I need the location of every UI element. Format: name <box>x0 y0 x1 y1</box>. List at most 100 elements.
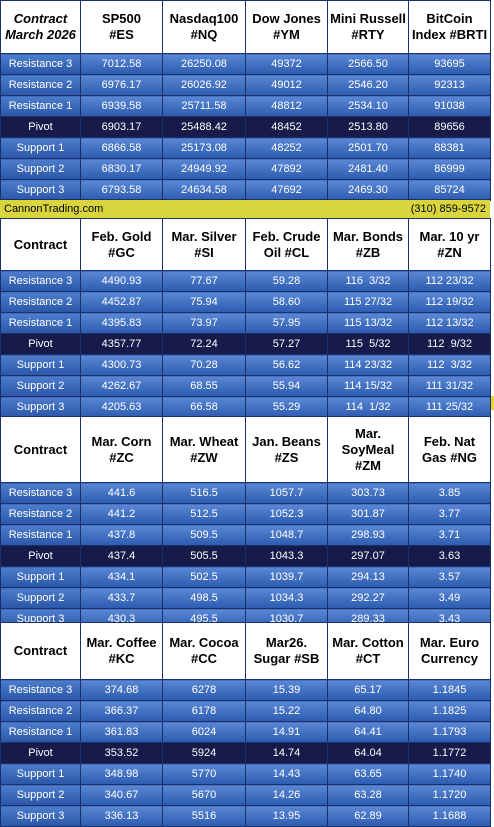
column-header: Feb. Crude Oil #CL <box>245 218 328 271</box>
value-cell: 6903.17 <box>80 116 163 138</box>
resistance-row: Resistance 2 366.37 6178 15.22 64.80 1.1825 <box>0 700 491 722</box>
value-cell: 6278 <box>162 679 246 701</box>
banner-site: CannonTrading.com <box>4 203 104 215</box>
value-cell: 91038 <box>408 95 491 117</box>
value-cell: 14.26 <box>245 784 328 806</box>
value-cell: 25488.42 <box>162 116 246 138</box>
value-cell: 63.28 <box>327 784 409 806</box>
value-cell: 441.6 <box>80 482 163 504</box>
row-label: Support 2 <box>0 784 81 806</box>
column-header: Mar. Euro Currency <box>408 622 491 680</box>
value-cell: 6793.58 <box>80 179 163 201</box>
value-cell: 73.97 <box>162 312 246 334</box>
value-cell: 292.27 <box>327 587 409 609</box>
table-stock-indices: Contract March 2026 SP500 #ES Nasdaq100 #N… <box>0 0 491 201</box>
value-cell: 15.22 <box>245 700 328 722</box>
support-row: Support 1 348.98 5770 14.43 63.65 1.1740 <box>0 763 491 785</box>
value-cell: 434.1 <box>80 566 163 588</box>
pivot-row: Pivot 437.4 505.5 1043.3 297.07 3.63 <box>0 545 491 567</box>
value-cell: 2501.70 <box>327 137 409 159</box>
value-cell: 24634.58 <box>162 179 246 201</box>
value-cell: 112 19/32 <box>408 291 491 313</box>
column-header: Feb. Gold #GC <box>80 218 163 271</box>
value-cell: 1039.7 <box>245 566 328 588</box>
value-cell: 6178 <box>162 700 246 722</box>
value-cell: 498.5 <box>162 587 246 609</box>
value-cell: 374.68 <box>80 679 163 701</box>
value-cell: 48812 <box>245 95 328 117</box>
value-cell: 353.52 <box>80 742 163 764</box>
contract-header: Contract <box>0 218 81 271</box>
value-cell: 1.1845 <box>408 679 491 701</box>
row-label: Resistance 3 <box>0 270 81 292</box>
value-cell: 3.49 <box>408 587 491 609</box>
table-softs-currency: Contract Mar. Coffee #KC Mar. Cocoa #CC Mar… <box>0 622 491 827</box>
pivot-row: Pivot 353.52 5924 14.74 64.04 1.1772 <box>0 742 491 764</box>
row-label: Resistance 2 <box>0 291 81 313</box>
value-cell: 114 15/32 <box>327 375 409 397</box>
value-cell: 55.94 <box>245 375 328 397</box>
value-cell: 114 1/32 <box>327 396 409 418</box>
column-header: Mar. SoyMeal #ZM <box>327 416 409 483</box>
column-header: Mar. Corn #ZC <box>80 416 163 483</box>
banner-phone: (310) 859-9572 <box>410 203 486 215</box>
value-cell: 1.1720 <box>408 784 491 806</box>
support-row: Support 2 433.7 498.5 1034.3 292.27 3.49 <box>0 587 491 609</box>
row-label: Resistance 3 <box>0 482 81 504</box>
column-header: Mar. 10 yr #ZN <box>408 218 491 271</box>
value-cell: 49372 <box>245 53 328 75</box>
value-cell: 1048.7 <box>245 524 328 546</box>
value-cell: 47892 <box>245 158 328 180</box>
value-cell: 57.27 <box>245 333 328 355</box>
value-cell: 1043.3 <box>245 545 328 567</box>
value-cell: 49012 <box>245 74 328 96</box>
row-label: Pivot <box>0 545 81 567</box>
value-cell: 93695 <box>408 53 491 75</box>
value-cell: 2534.10 <box>327 95 409 117</box>
value-cell: 72.24 <box>162 333 246 355</box>
value-cell: 3.71 <box>408 524 491 546</box>
row-label: Support 3 <box>0 805 81 827</box>
value-cell: 1034.3 <box>245 587 328 609</box>
value-cell: 65.17 <box>327 679 409 701</box>
value-cell: 1.1740 <box>408 763 491 785</box>
value-cell: 297.07 <box>327 545 409 567</box>
value-cell: 509.5 <box>162 524 246 546</box>
value-cell: 70.28 <box>162 354 246 376</box>
value-cell: 336.13 <box>80 805 163 827</box>
resistance-row: Resistance 1 4395.83 73.97 57.95 115 13/32 11… <box>0 312 491 334</box>
row-label: Resistance 1 <box>0 721 81 743</box>
table-metals-energy-rates: Contract Feb. Gold #GC Mar. Silver #SI Feb.… <box>0 218 491 418</box>
resistance-row: Resistance 2 6976.17 26026.92 49012 2546.20 9… <box>0 74 491 96</box>
row-label: Resistance 3 <box>0 679 81 701</box>
value-cell: 4205.63 <box>80 396 163 418</box>
row-label: Resistance 1 <box>0 95 81 117</box>
support-row: Support 2 340.67 5670 14.26 63.28 1.1720 <box>0 784 491 806</box>
resistance-row: Resistance 2 441.2 512.5 1052.3 301.87 3.77 <box>0 503 491 525</box>
row-label: Support 3 <box>0 179 81 201</box>
value-cell: 505.5 <box>162 545 246 567</box>
value-cell: 361.83 <box>80 721 163 743</box>
support-row: Support 3 4205.63 66.58 55.29 114 1/32 111 25… <box>0 396 491 418</box>
resistance-row: Resistance 2 4452.87 75.94 58.60 115 27/32 11… <box>0 291 491 313</box>
header-row: Contract March 2026 SP500 #ES Nasdaq100 #N… <box>0 0 491 54</box>
value-cell: 1.1825 <box>408 700 491 722</box>
value-cell: 112 23/32 <box>408 270 491 292</box>
value-cell: 502.5 <box>162 566 246 588</box>
column-header: Mar. Bonds #ZB <box>327 218 409 271</box>
value-cell: 7012.58 <box>80 53 163 75</box>
resistance-row: Resistance 3 374.68 6278 15.39 65.17 1.1845 <box>0 679 491 701</box>
value-cell: 86999 <box>408 158 491 180</box>
value-cell: 2469.30 <box>327 179 409 201</box>
value-cell: 56.62 <box>245 354 328 376</box>
row-label: Support 3 <box>0 396 81 418</box>
value-cell: 4452.87 <box>80 291 163 313</box>
value-cell: 88381 <box>408 137 491 159</box>
support-row: Support 3 6793.58 24634.58 47692 2469.30 8572… <box>0 179 491 201</box>
support-row: Support 1 6866.58 25173.08 48252 2501.70 8838… <box>0 137 491 159</box>
value-cell: 115 5/32 <box>327 333 409 355</box>
value-cell: 348.98 <box>80 763 163 785</box>
row-label: Resistance 1 <box>0 312 81 334</box>
column-header: Mar. Cocoa #CC <box>162 622 246 680</box>
